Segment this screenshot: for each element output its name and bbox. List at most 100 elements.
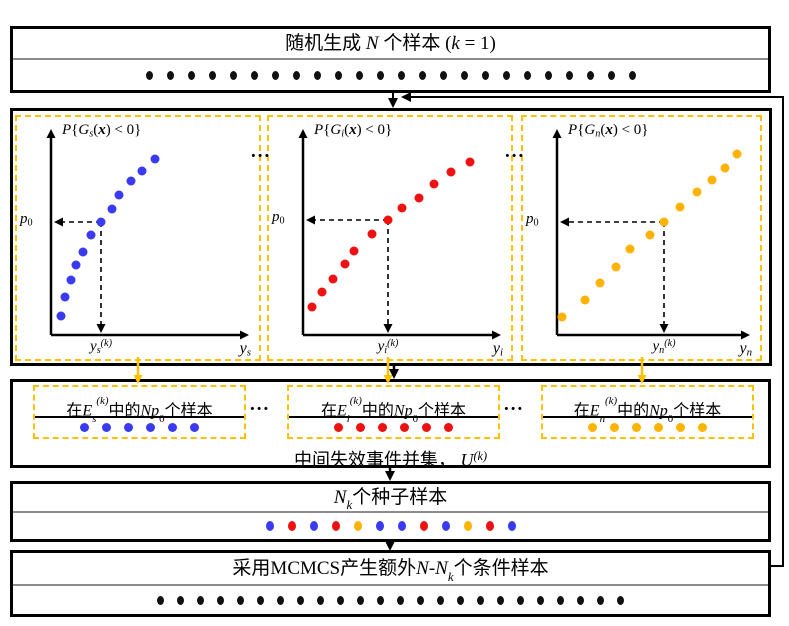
sample-dot <box>287 521 296 531</box>
scatter-dot <box>675 202 685 212</box>
sample-dot <box>628 70 636 80</box>
subset-dots-row-n <box>543 418 752 437</box>
mcmcs-title: 采用MCMCS产生额外N-Nk个条件样本 <box>13 553 768 586</box>
xtick-label-i: yi(k) <box>377 338 399 356</box>
scatter-dot <box>307 302 317 312</box>
sample-dot <box>444 423 453 432</box>
sample-dot <box>356 423 365 432</box>
panels-ellipsis-2: ... <box>505 141 526 162</box>
sample-dot <box>334 423 343 432</box>
scatter-dot <box>659 217 669 227</box>
sample-dot <box>400 423 409 432</box>
sample-dot <box>588 423 597 432</box>
sample-dot <box>477 596 484 605</box>
scatter-dot <box>340 259 350 269</box>
sample-dot <box>197 596 204 605</box>
sample-dot <box>313 70 321 80</box>
sample-dot <box>437 596 444 605</box>
subset-ellipsis-2: ... <box>504 394 525 415</box>
sample-dot <box>418 70 426 80</box>
random-samples-box: 随机生成 N 个样本 (k = 1) <box>10 26 771 93</box>
sample-dot <box>422 423 431 432</box>
sample-dot <box>237 596 244 605</box>
xtick-label-s: ys(k) <box>90 338 112 356</box>
sample-dot <box>460 70 468 80</box>
sample-dot <box>557 596 564 605</box>
plot-title-s: P{Gs(x) < 0} <box>62 122 142 140</box>
plot-canvas-n <box>552 129 750 340</box>
sample-dot <box>607 70 615 80</box>
xtick-label-n: yn(k) <box>652 338 676 356</box>
sample-dot <box>271 70 279 80</box>
seed-samples-dots-row <box>13 513 768 539</box>
scatter-dot <box>349 246 359 256</box>
subset-dots-row-s <box>35 418 244 437</box>
sample-dot <box>397 521 406 531</box>
scatter-dot <box>429 179 439 189</box>
sample-dot <box>257 596 264 605</box>
sample-dot <box>565 70 573 80</box>
scatter-dot <box>446 167 456 177</box>
sample-dot <box>353 521 362 531</box>
scatter-dot <box>732 149 742 159</box>
sample-dot <box>376 70 384 80</box>
sample-dot <box>617 596 624 605</box>
sample-dot <box>502 70 510 80</box>
xaxis-label-s: ys <box>239 340 251 359</box>
scatter-dot <box>71 260 81 270</box>
plot-canvas-i <box>298 129 501 340</box>
scatter-dot <box>367 229 377 239</box>
subset-dots-row-i <box>289 418 498 437</box>
sample-dot <box>331 521 340 531</box>
subset-box-n: 在En(k)中的Np0个样本 <box>541 385 754 439</box>
sample-dot <box>208 70 216 80</box>
sample-dot <box>250 70 258 80</box>
sample-dot <box>187 70 195 80</box>
sample-dot <box>334 70 342 80</box>
subset-box-i: 在Ei(k)中的Np0个样本 <box>287 385 500 439</box>
scatter-dot <box>328 274 338 284</box>
seed-samples-title: Nk个种子样本 <box>13 484 768 513</box>
scatter-dot <box>414 193 424 203</box>
subset-ellipsis-1: ... <box>250 394 271 415</box>
sample-dot <box>481 70 489 80</box>
sample-dot <box>517 596 524 605</box>
sample-dot <box>229 70 237 80</box>
sample-dot <box>190 423 199 432</box>
subset-title-i: 在Ei(k)中的Np0个样本 <box>289 387 498 425</box>
sample-dot <box>177 596 184 605</box>
scatter-dot <box>383 215 393 225</box>
subset-box-s: 在Es(k)中的Np0个样本 <box>33 385 246 439</box>
sample-dot <box>507 521 516 531</box>
p0-label-i: p0 <box>272 209 285 227</box>
sample-dot <box>297 596 304 605</box>
plot-title-i: P{Gi(x) < 0} <box>314 122 393 140</box>
scatter-dot <box>397 203 407 213</box>
scatter-dot <box>707 175 717 185</box>
plot-title-n: P{Gn(x) < 0} <box>568 122 649 140</box>
sample-dot <box>441 521 450 531</box>
sample-dot <box>357 596 364 605</box>
sample-dot <box>397 596 404 605</box>
sample-dot <box>80 423 89 432</box>
panels-ellipsis-1: ... <box>251 141 272 162</box>
plot-panel-i: P{Gi(x) < 0} p0 yi(k) yi <box>267 115 513 361</box>
scatter-dot <box>611 262 621 272</box>
sample-dot <box>544 70 552 80</box>
sample-dot <box>632 423 641 432</box>
sample-dot <box>168 423 177 432</box>
sample-dot <box>397 70 405 80</box>
scatter-dot <box>645 230 655 240</box>
sample-dot <box>676 423 685 432</box>
union-event-label: 中间失效事件并集， U(k) <box>293 449 488 470</box>
sample-dot <box>166 70 174 80</box>
sample-dot <box>355 70 363 80</box>
scatter-dot <box>580 295 590 305</box>
scatter-dot <box>56 311 66 321</box>
scatter-dot <box>317 287 327 297</box>
scatter-dot <box>60 292 70 302</box>
sample-dot <box>146 423 155 432</box>
sample-dot <box>157 596 164 605</box>
sample-dot <box>292 70 300 80</box>
p0-label-s: p0 <box>20 211 33 229</box>
